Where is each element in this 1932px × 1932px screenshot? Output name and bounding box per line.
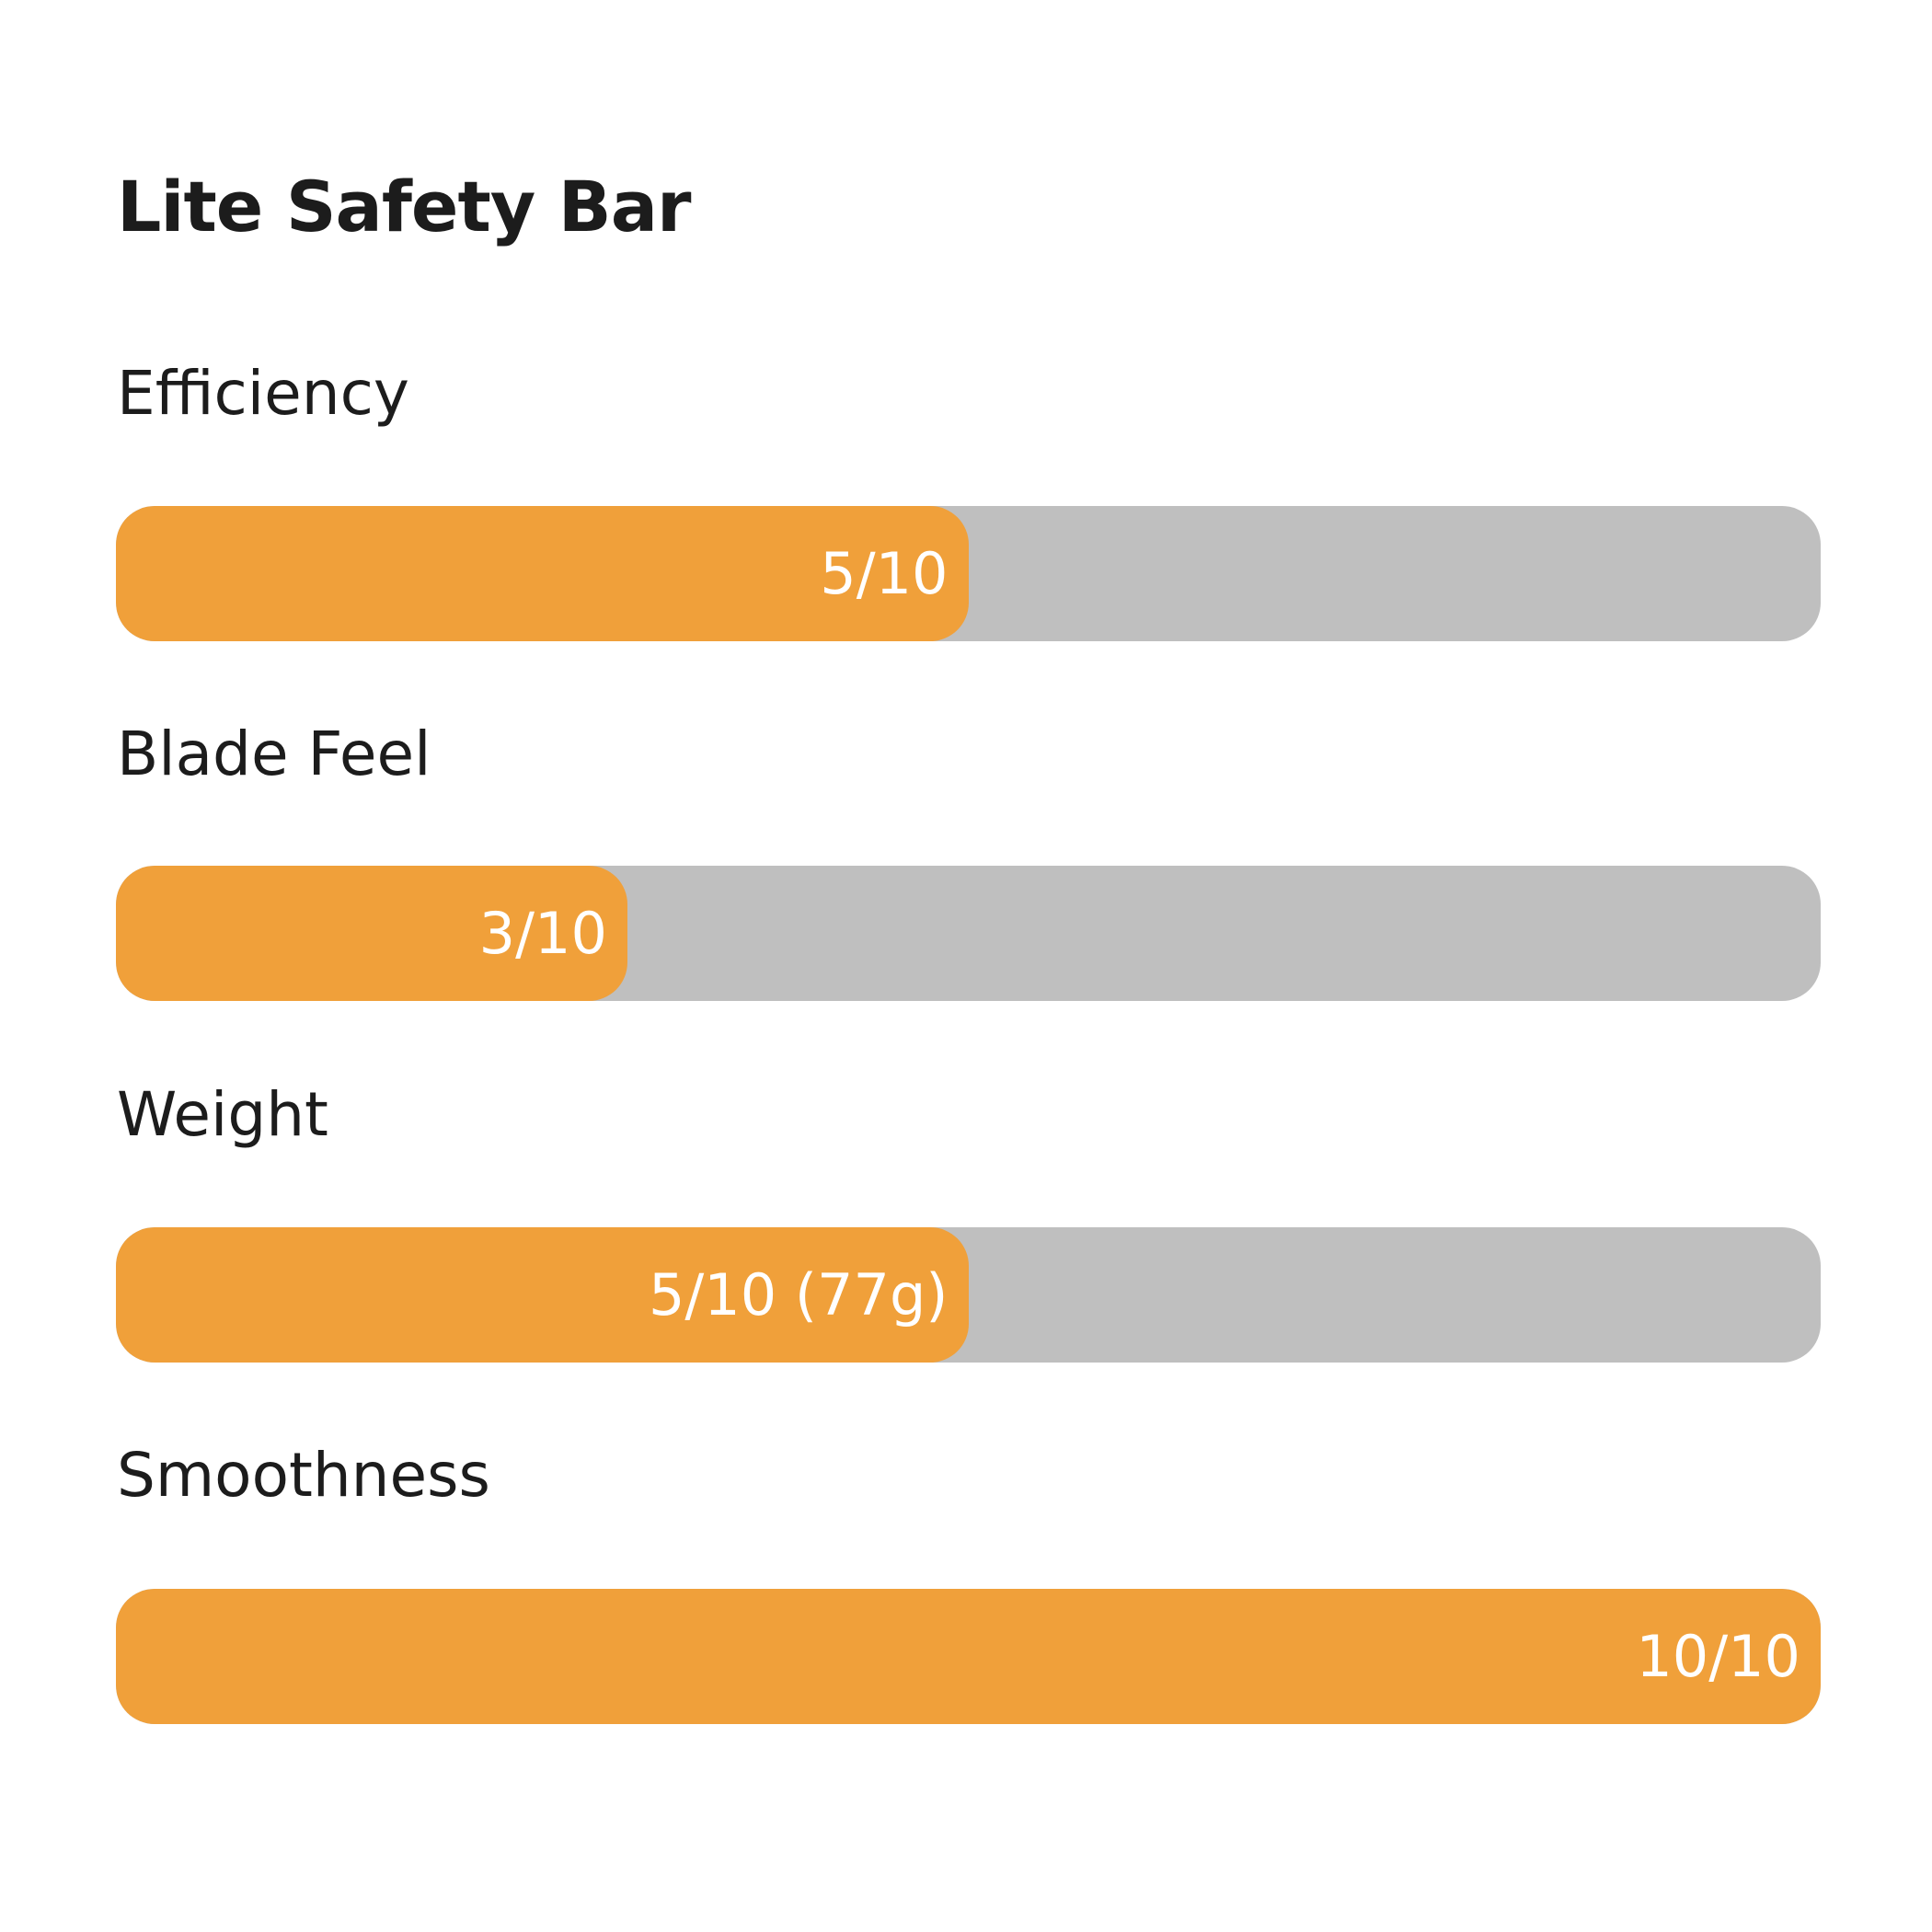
rating-label: Smoothness — [117, 1440, 490, 1511]
rating-track: 10/10 — [116, 1589, 1821, 1724]
rating-fill — [116, 506, 969, 641]
rating-value-label: 3/10 — [478, 900, 607, 967]
rating-value-label: 5/10 — [820, 540, 949, 607]
rating-label: Weight — [117, 1079, 328, 1150]
rating-track: 3/10 — [116, 866, 1821, 1001]
rating-track: 5/10 (77g) — [116, 1227, 1821, 1363]
rating-label: Blade Feel — [117, 719, 431, 789]
rating-fill — [116, 866, 627, 1001]
rating-track: 5/10 — [116, 506, 1821, 641]
title: Lite Safety Bar — [117, 166, 691, 247]
rating-fill — [116, 1227, 969, 1363]
rating-value-label: 10/10 — [1636, 1623, 1800, 1690]
rating-value-label: 5/10 (77g) — [648, 1261, 949, 1328]
rating-fill — [116, 1589, 1821, 1724]
rating-label: Efficiency — [117, 358, 409, 429]
